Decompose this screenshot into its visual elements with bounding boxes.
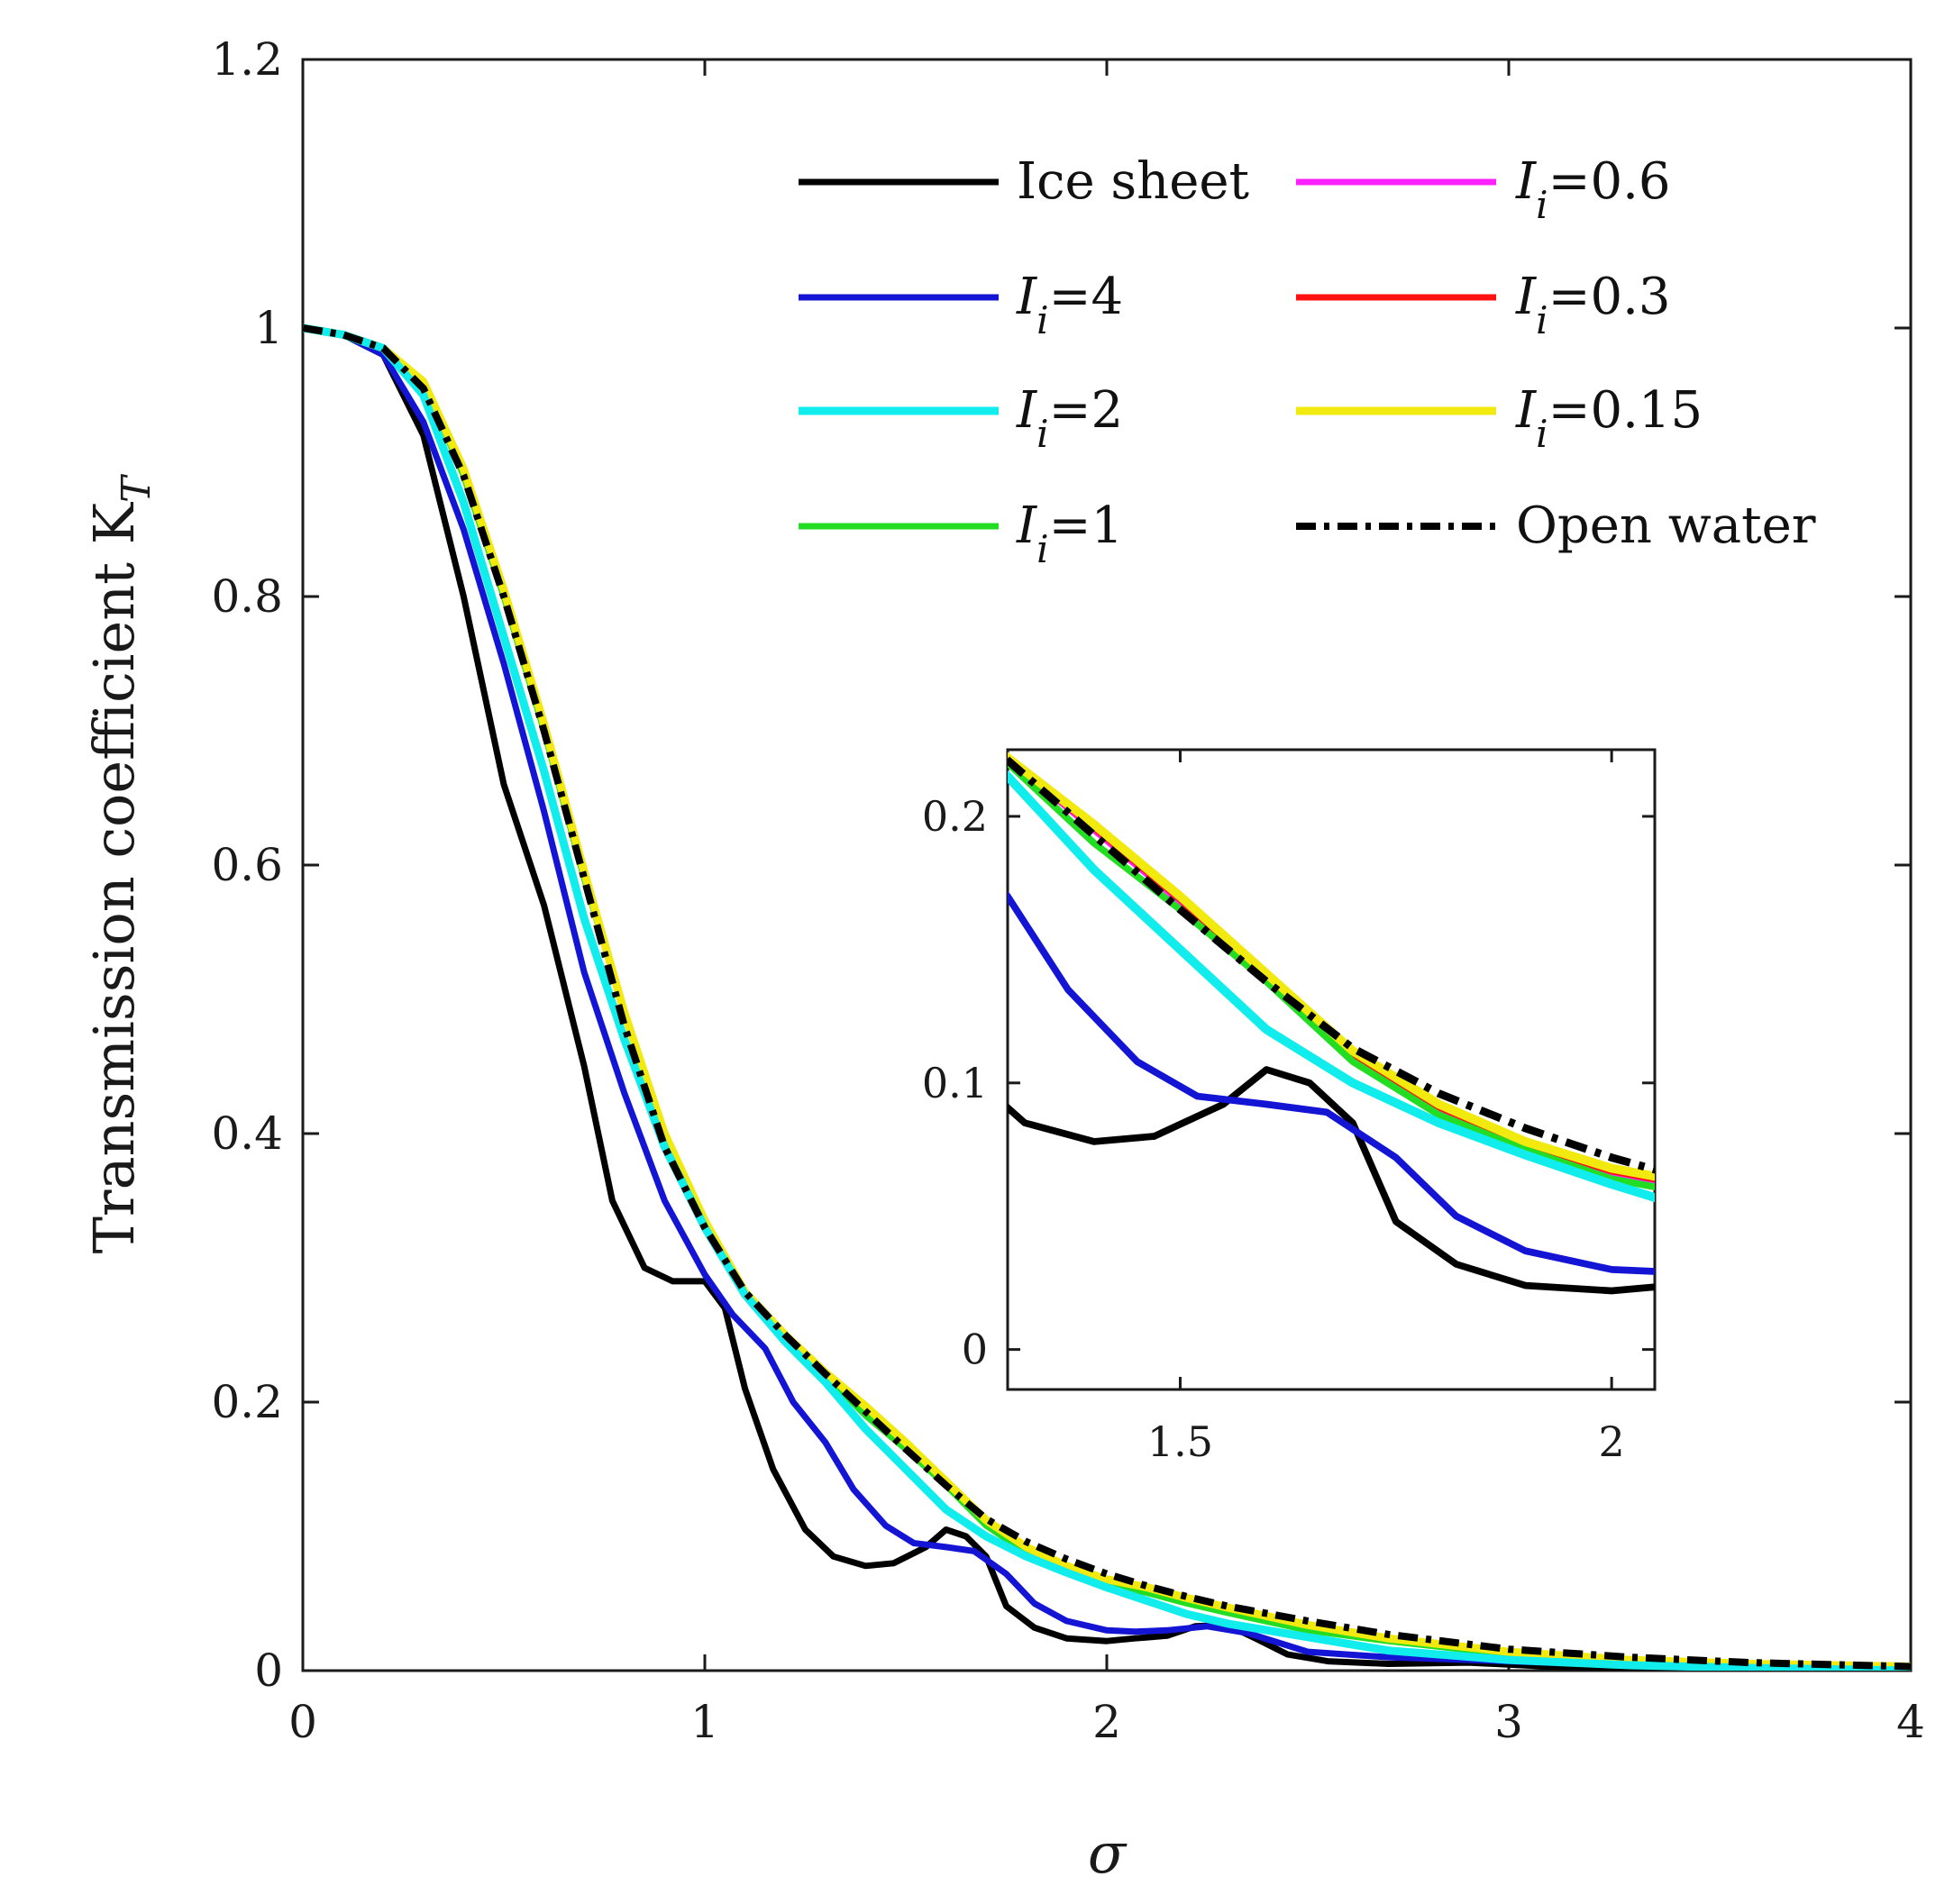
inset-series-line-open [1008,754,1655,1174]
series-line-i2 [303,323,1911,1671]
x-tick-label: 1 [690,1696,719,1748]
y-tick-label: 1 [254,302,283,354]
legend-label-open: Open water [1516,496,1816,555]
inset-axis-ticks: 1.5 2 0 0.1 0.2 [922,750,1655,1466]
series-line-i4 [303,324,1911,1671]
inset-y-tick-label: 0.1 [922,1059,988,1107]
inset-x-tick-label: 1.5 [1147,1417,1213,1466]
y-tick-label: 0.4 [211,1107,283,1160]
inset-series-line-i015 [1008,752,1655,1181]
x-tick-label: 0 [288,1696,317,1748]
inset-series-line-i2 [1008,770,1655,1203]
legend-label-ice: Ice sheet [1017,152,1250,211]
y-axis-label: Transmission coefficient KT [81,473,160,1254]
legend-label-i015: Ii=0.15 [1515,381,1703,456]
y-tick-label: 1.2 [211,33,283,86]
series-line-open [303,324,1911,1671]
y-axis-label-subscript: T [114,473,160,503]
main-series-group [303,323,1911,1671]
inset-series-group [1008,752,1655,1295]
y-axis-label-main: Transmission coefficient K [81,501,147,1253]
x-tick-label: 4 [1896,1696,1925,1748]
x-tick-label: 3 [1494,1696,1523,1748]
legend-label-i1: Ii=1 [1016,496,1123,571]
legend-label-i4: Ii=4 [1016,268,1123,342]
y-tick-label: 0.2 [211,1376,283,1428]
legend: Ice sheet Ii=0.6 Ii=4 Ii=0.3 Ii=2 Ii=0.15 Ii=1… [799,152,1816,571]
y-tick-label: 0.6 [211,839,283,891]
x-axis-label: σ [1088,1820,1128,1886]
inset-y-tick-label: 0.2 [922,792,988,841]
legend-label-i03: Ii=0.3 [1515,268,1671,342]
series-line-ice [303,324,1911,1671]
y-tick-label: 0 [254,1644,283,1697]
inset-series-line-ice [1008,1066,1655,1295]
y-tick-label: 0.8 [211,570,283,623]
inset-x-tick-label: 2 [1598,1417,1624,1466]
legend-label-i06: Ii=0.6 [1515,152,1671,227]
inset-series-line-i4 [1008,890,1655,1275]
x-tick-label: 2 [1092,1696,1121,1748]
y-axis-label-group: Transmission coefficient KT [81,473,160,1254]
inset-y-tick-label: 0 [962,1326,988,1374]
main-axis-ticks: 0 1 2 3 4 0 0.2 0.4 0.6 0.8 1 1.2 [211,33,1924,1748]
inset-series-line-i1 [1008,758,1655,1191]
legend-label-i2: Ii=2 [1016,381,1123,456]
